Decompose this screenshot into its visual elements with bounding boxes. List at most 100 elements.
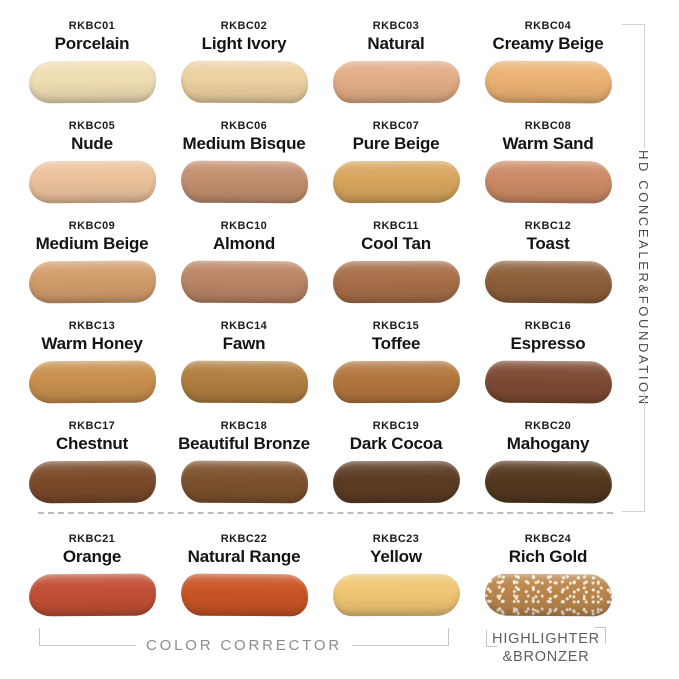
swatch-color [484, 160, 612, 204]
swatch-color [332, 360, 460, 404]
swatch-cell: RKBC21 Orange [16, 533, 168, 617]
swatch-name: Porcelain [54, 34, 130, 53]
swatch-code: RKBC22 [220, 533, 268, 545]
swatch-cell: RKBC12 Toast [472, 220, 624, 320]
swatch-color [28, 573, 156, 617]
swatch-code: RKBC01 [68, 20, 116, 32]
swatch-color [180, 260, 308, 304]
group-label-color-corrector: COLOR CORRECTOR [146, 637, 342, 654]
swatch-name: Mahogany [506, 434, 590, 453]
swatch-color [180, 60, 308, 104]
swatch-name: Chestnut [55, 434, 129, 453]
swatch-color [484, 360, 612, 404]
swatch-name: Natural Range [187, 547, 301, 566]
swatch-code: RKBC12 [524, 220, 572, 232]
highlighter-corner-left [486, 630, 497, 647]
swatch-code: RKBC13 [68, 320, 116, 332]
swatch-code: RKBC14 [220, 320, 268, 332]
swatch-name: Nude [71, 134, 113, 153]
swatch-name: Fawn [222, 334, 266, 353]
swatch-cell: RKBC14 Fawn [168, 320, 320, 420]
swatch-code: RKBC19 [372, 420, 420, 432]
swatch-color [28, 160, 156, 204]
swatch-cell: RKBC17 Chestnut [16, 420, 168, 520]
swatch-code: RKBC23 [372, 533, 420, 545]
highlighter-label-line1: HIGHLIGHTER [492, 631, 600, 647]
swatch-code: RKBC11 [373, 220, 419, 232]
swatch-name: Yellow [370, 547, 422, 566]
swatch-name: Beautiful Bronze [178, 434, 310, 453]
swatch-cell: RKBC22 Natural Range [168, 533, 320, 617]
swatch-cell: RKBC13 Warm Honey [16, 320, 168, 420]
swatch-code: RKBC08 [524, 120, 572, 132]
swatch-name: Natural [367, 34, 425, 53]
swatch-color [484, 60, 612, 104]
right-bracket-line-lower [644, 392, 645, 512]
swatch-cell: RKBC03 Natural [320, 20, 472, 120]
color-corrector-bracket: COLOR CORRECTOR [39, 628, 449, 654]
swatch-cell: RKBC04 Creamy Beige [472, 20, 624, 120]
swatch-name: Almond [212, 234, 276, 253]
swatch-cell: RKBC01 Porcelain [16, 20, 168, 120]
swatch-color [484, 260, 612, 304]
swatch-name: Espresso [510, 334, 586, 353]
swatch-cell: RKBC18 Beautiful Bronze [168, 420, 320, 520]
swatch-cell: RKBC09 Medium Beige [16, 220, 168, 320]
swatch-code: RKBC24 [524, 533, 572, 545]
swatch-code: RKBC06 [220, 120, 268, 132]
right-bracket-bottom-corner [622, 511, 645, 512]
swatch-color [180, 360, 308, 404]
swatch-cell: RKBC07 Pure Beige [320, 120, 472, 220]
swatch-code: RKBC02 [220, 20, 268, 32]
swatch-name: Light Ivory [201, 34, 287, 53]
swatch-code: RKBC21 [68, 533, 116, 545]
swatch-cell: RKBC10 Almond [168, 220, 320, 320]
bracket-tick-right [448, 628, 449, 646]
swatch-color [180, 160, 308, 204]
swatch-cell: RKBC19 Dark Cocoa [320, 420, 472, 520]
swatch-name: Dark Cocoa [349, 434, 443, 453]
swatch-cell: RKBC23 Yellow [320, 533, 472, 617]
swatch-color [332, 160, 460, 204]
swatch-name: Toffee [371, 334, 421, 353]
swatch-code: RKBC05 [68, 120, 116, 132]
swatch-color [28, 460, 156, 504]
swatch-color [484, 573, 612, 617]
swatch-color [484, 460, 612, 504]
swatch-code: RKBC07 [372, 120, 420, 132]
swatch-name: Cool Tan [361, 234, 431, 253]
bracket-line-left [40, 628, 137, 646]
swatch-grid-corrector: RKBC21 Orange RKBC22 Natural Range RKBC2… [16, 533, 624, 617]
swatch-color [332, 573, 460, 617]
dashed-divider [38, 512, 613, 514]
highlighter-label-line2: &BRONZER [502, 649, 590, 665]
swatch-code: RKBC10 [220, 220, 268, 232]
bracket-tick-left [39, 628, 40, 646]
swatch-cell: RKBC05 Nude [16, 120, 168, 220]
swatch-code: RKBC15 [372, 320, 420, 332]
swatch-color [332, 60, 460, 104]
swatch-name: Orange [62, 547, 122, 566]
swatch-color [28, 60, 156, 104]
right-bracket-top-corner [622, 24, 645, 25]
right-bracket-line-upper [644, 24, 645, 148]
swatch-color [180, 573, 308, 617]
swatch-code: RKBC03 [372, 20, 420, 32]
swatch-name: Toast [526, 234, 570, 253]
swatch-name: Warm Sand [502, 134, 594, 153]
swatch-cell: RKBC11 Cool Tan [320, 220, 472, 320]
highlighter-corner-right [595, 627, 606, 644]
swatch-cell: RKBC24 Rich Gold [472, 533, 624, 617]
swatch-cell: RKBC15 Toffee [320, 320, 472, 420]
swatch-code: RKBC09 [68, 220, 116, 232]
swatch-color [28, 360, 156, 404]
swatch-cell: RKBC20 Mahogany [472, 420, 624, 520]
swatch-name: Pure Beige [352, 134, 440, 153]
swatch-code: RKBC04 [524, 20, 572, 32]
swatch-color [332, 460, 460, 504]
swatch-code: RKBC20 [524, 420, 572, 432]
swatch-name: Medium Bisque [182, 134, 306, 153]
swatch-code: RKBC18 [220, 420, 268, 432]
swatch-color [180, 460, 308, 504]
